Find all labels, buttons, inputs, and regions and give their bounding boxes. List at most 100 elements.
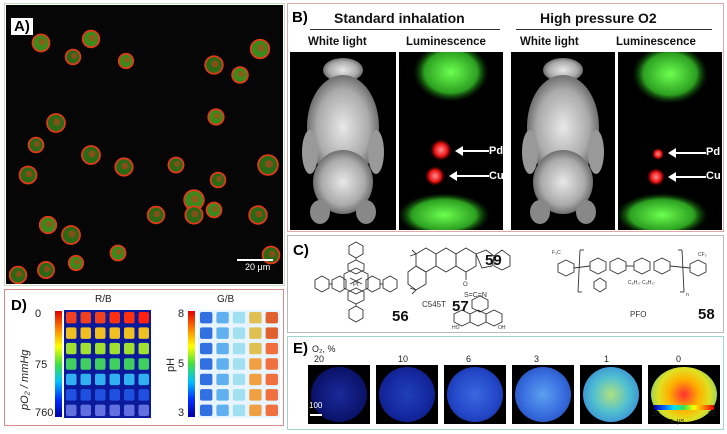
well xyxy=(109,389,120,401)
well xyxy=(216,312,229,324)
tau-colorbar xyxy=(654,405,714,410)
well xyxy=(66,389,77,401)
well xyxy=(265,358,278,370)
well xyxy=(249,312,262,324)
tau-tick: 20 xyxy=(652,411,660,418)
scale-bar-label: 20 μm xyxy=(245,262,271,272)
header-divider xyxy=(516,29,712,30)
ph-axis-label: pH xyxy=(165,357,177,372)
lifetime-disc xyxy=(376,365,438,424)
well xyxy=(66,327,77,339)
header-divider xyxy=(310,29,500,30)
panel-a-label: A) xyxy=(11,18,33,35)
well xyxy=(138,327,149,339)
well xyxy=(138,312,149,324)
scale-bar xyxy=(310,414,322,416)
well xyxy=(200,342,213,355)
well xyxy=(95,404,106,416)
arrow-label-cu: Cu xyxy=(489,170,504,182)
cells-field xyxy=(8,29,281,285)
well xyxy=(249,373,262,386)
rb-well-plate xyxy=(64,310,151,418)
o2-value: 20 xyxy=(314,354,325,364)
svg-text:n: n xyxy=(686,292,689,298)
o2-value: 6 xyxy=(466,354,472,364)
well xyxy=(138,389,149,401)
svg-text:F₃C: F₃C xyxy=(552,250,561,256)
fitc-structure: HO OH xyxy=(452,296,506,331)
svg-text:Pt: Pt xyxy=(353,282,359,288)
compound-57: 57 xyxy=(452,298,469,315)
gb-well-plate xyxy=(198,310,280,418)
isothiocyanate-fragment: S=C=N xyxy=(464,292,487,299)
ph-tick: 5 xyxy=(178,358,185,370)
sublabel-white-light: White light xyxy=(520,36,579,48)
panel-c-label: C) xyxy=(293,242,309,259)
well xyxy=(232,389,246,401)
well xyxy=(232,342,246,355)
well xyxy=(232,373,246,386)
compound-59: 58 xyxy=(698,306,715,323)
ph-tick: 8 xyxy=(178,308,185,320)
well xyxy=(232,327,246,339)
well xyxy=(95,389,106,401)
lifetime-disc xyxy=(512,365,574,424)
well xyxy=(265,404,278,416)
white-light-image xyxy=(511,52,615,230)
arrow-label-pd: Pd xyxy=(706,146,721,158)
compound-56: 56 xyxy=(392,308,409,325)
well xyxy=(95,373,106,386)
porphyrin-structure: Pt xyxy=(314,241,398,323)
header-high-pressure: High pressure O2 xyxy=(540,10,657,26)
well xyxy=(200,358,213,370)
well xyxy=(80,342,91,355)
tau-tick: 80 xyxy=(708,411,716,418)
well xyxy=(109,327,120,339)
well xyxy=(138,342,149,355)
lifetime-disc xyxy=(444,365,506,424)
well xyxy=(109,342,120,355)
confocal-image xyxy=(6,5,283,285)
panel-b-imaging: B) Standard inhalation High pressure O2 … xyxy=(287,3,724,232)
luminescence-image xyxy=(399,52,503,230)
c545t-structure: O xyxy=(407,247,511,295)
sublabel-white-light: White light xyxy=(308,36,367,48)
well xyxy=(95,327,106,339)
tau-label: τ, μs xyxy=(670,418,685,425)
well xyxy=(124,327,135,339)
well xyxy=(265,312,278,324)
well xyxy=(80,327,91,339)
o2-value: 10 xyxy=(398,354,409,364)
well xyxy=(124,404,135,416)
po2-tick: 0 xyxy=(35,308,42,320)
panel-c-structures: C) Pt 56 xyxy=(287,235,724,333)
well xyxy=(216,389,229,401)
c545t-name: C545T xyxy=(422,300,447,309)
well xyxy=(80,312,91,324)
well xyxy=(109,312,120,324)
well xyxy=(216,373,229,386)
scale-bar xyxy=(237,259,273,261)
well xyxy=(200,312,213,324)
o2-value: 0 xyxy=(676,354,682,364)
white-light-image xyxy=(290,52,396,230)
header-standard-inhalation: Standard inhalation xyxy=(334,10,465,26)
sublabel-luminescence: Luminescence xyxy=(616,36,696,48)
panel-d-label: D) xyxy=(11,297,27,314)
panel-e-lifetime-imaging: E) O₂, % 20 10 6 3 1 0 100 20 80 τ, μs xyxy=(287,336,724,430)
well xyxy=(80,373,91,386)
well xyxy=(124,389,135,401)
well xyxy=(265,327,278,339)
po2-tick: 75 xyxy=(35,359,48,371)
well xyxy=(66,342,77,355)
panel-d-sensor-arrays: D) R/B G/B pO₂ / mmHg 0 75 760 pH 8 5 3 xyxy=(4,289,284,426)
well xyxy=(249,389,262,401)
panel-a-microscopy: A) 20 μm xyxy=(4,3,285,286)
well xyxy=(232,404,246,416)
well xyxy=(66,358,77,370)
svg-text:HO: HO xyxy=(452,325,460,331)
well xyxy=(200,327,213,339)
well xyxy=(265,389,278,401)
well xyxy=(124,342,135,355)
well xyxy=(124,312,135,324)
